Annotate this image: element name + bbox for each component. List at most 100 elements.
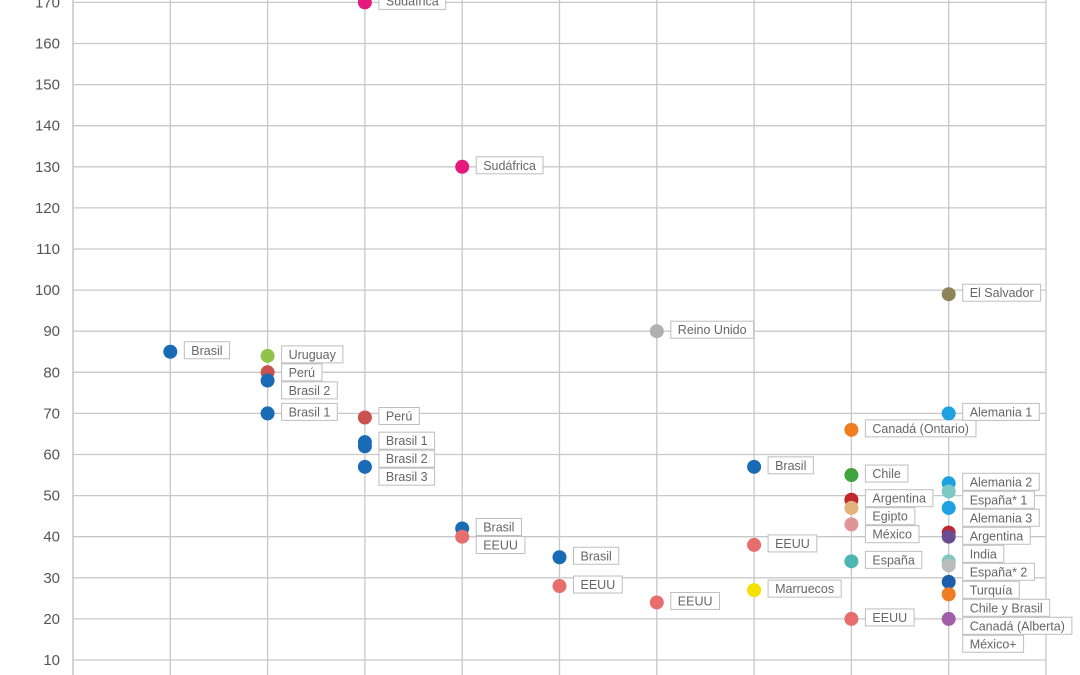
- point-label: Brasil: [483, 520, 514, 534]
- data-point: Uruguay: [260, 345, 344, 364]
- point-label: México: [872, 528, 912, 542]
- point-label-box: [962, 490, 1035, 509]
- point-marker: [649, 324, 664, 339]
- point-label: Brasil: [191, 344, 222, 358]
- point-marker: [747, 459, 762, 474]
- y-tick-label: 10: [43, 652, 60, 669]
- y-tick-label: 150: [35, 77, 60, 94]
- data-point: Brasil 3: [357, 459, 436, 486]
- y-tick-label: 80: [43, 364, 60, 381]
- point-label-box: [864, 525, 920, 544]
- data-point: Brasil: [747, 456, 814, 475]
- point-marker: [163, 344, 178, 359]
- point-marker: [844, 554, 859, 569]
- point-label: España: [872, 553, 914, 567]
- point-label-box: [670, 320, 755, 339]
- y-tick-label: 40: [43, 529, 60, 546]
- point-label-box: [962, 508, 1040, 527]
- point-label: EEUU: [775, 537, 810, 551]
- point-label-box: [183, 341, 231, 360]
- point-label: Turquía: [970, 583, 1013, 597]
- point-label: Argentina: [970, 529, 1024, 543]
- point-marker: [941, 587, 956, 602]
- data-point: Canadá (Alberta): [941, 587, 1073, 635]
- point-marker: [260, 406, 275, 421]
- data-point: Alemania 3: [941, 500, 1040, 527]
- data-point: Sudáfrica: [455, 156, 544, 175]
- point-label-box: [281, 381, 338, 400]
- point-label: Brasil 3: [386, 470, 428, 484]
- data-point: Brasil: [552, 546, 620, 565]
- data-point: Canadá (Ontario): [844, 419, 977, 438]
- point-label-box: [573, 546, 620, 565]
- point-label-box: [864, 489, 934, 508]
- point-label-box: [281, 345, 344, 364]
- point-label: Chile y Brasil: [970, 601, 1043, 615]
- point-label: EEUU: [483, 538, 518, 552]
- point-label-box: [767, 456, 814, 475]
- data-point: México: [844, 517, 920, 544]
- data-point: EEUU: [844, 608, 915, 627]
- data-point: India: [941, 529, 1005, 563]
- data-point: EEUU: [455, 529, 526, 554]
- point-label: Sudáfrica: [483, 159, 536, 173]
- point-label-box: [962, 598, 1051, 617]
- point-label: Brasil 2: [289, 384, 331, 398]
- point-label: Reino Unido: [678, 323, 747, 337]
- data-point: Reino Unido: [649, 320, 755, 339]
- y-tick-label: 30: [43, 570, 60, 587]
- data-point: Turquía: [941, 558, 1020, 599]
- point-marker: [552, 550, 567, 565]
- point-marker: [747, 583, 762, 598]
- point-label-box: [378, 407, 420, 426]
- point-label-box: [864, 419, 977, 438]
- data-point: Marruecos: [747, 579, 842, 598]
- point-label-box: [767, 534, 818, 553]
- point-marker: [844, 611, 859, 626]
- point-label: España* 2: [970, 565, 1028, 579]
- data-point: Alemania 2: [941, 472, 1040, 491]
- data-point: Brasil 2: [357, 439, 436, 468]
- point-marker: [941, 406, 956, 421]
- point-label: Perú: [386, 410, 412, 424]
- y-tick-label: 90: [43, 323, 60, 340]
- point-label-box: [962, 526, 1031, 545]
- point-label: Alemania 1: [970, 405, 1033, 419]
- point-label-box: [475, 535, 526, 554]
- point-label: EEUU: [872, 611, 907, 625]
- point-marker: [649, 595, 664, 610]
- data-point: España* 2: [941, 554, 1035, 581]
- point-label-box: [962, 402, 1040, 421]
- point-label-box: [864, 608, 915, 627]
- point-label: Argentina: [872, 492, 926, 506]
- point-label: Perú: [289, 366, 315, 380]
- point-marker: [941, 611, 956, 626]
- point-label: Canadá (Alberta): [970, 619, 1065, 633]
- point-marker: [455, 529, 470, 544]
- point-label-box: [281, 402, 338, 421]
- point-marker: [941, 484, 956, 499]
- point-marker: [941, 529, 956, 544]
- point-marker: [844, 468, 859, 483]
- point-marker: [941, 500, 956, 515]
- y-tick-label: 160: [35, 36, 60, 53]
- point-marker: [357, 459, 372, 474]
- point-label-box: [962, 562, 1035, 581]
- y-tick-label: 130: [35, 159, 60, 176]
- data-point: Egipto: [844, 500, 916, 526]
- point-label: Alemania 2: [970, 475, 1033, 489]
- point-label-box: [864, 550, 923, 569]
- point-marker: [357, 439, 372, 454]
- point-marker: [260, 373, 275, 388]
- data-point: EEUU: [747, 534, 818, 553]
- point-marker: [941, 558, 956, 573]
- data-point: Alemania 1: [941, 402, 1040, 421]
- point-label: Brasil 1: [386, 434, 428, 448]
- point-label: Chile: [872, 467, 901, 481]
- point-label-box: [962, 472, 1040, 491]
- data-points: Brasil Uruguay Perú Brasil 2 Brasil 1 Sudáfri…: [163, 0, 1073, 653]
- point-label: El Salvador: [970, 286, 1034, 300]
- point-label-box: [962, 283, 1042, 302]
- point-marker: [455, 159, 470, 174]
- point-label: Alemania 3: [970, 511, 1033, 525]
